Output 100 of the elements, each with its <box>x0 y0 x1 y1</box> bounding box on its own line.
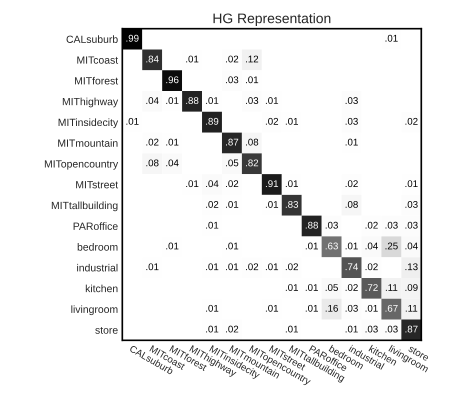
data-label: .01 <box>126 118 139 125</box>
data-label: .11 <box>386 284 398 291</box>
data-label: .63 <box>326 242 338 250</box>
data-label: .96 <box>166 76 178 84</box>
data-label: .03 <box>246 97 258 104</box>
data-label: .02 <box>146 138 158 146</box>
y-tick-label: MITforest <box>75 76 118 85</box>
data-label: .02 <box>246 263 258 270</box>
y-tick-label: MITmountain <box>58 139 118 147</box>
data-label: .09 <box>405 284 418 291</box>
data-label: .01 <box>186 56 198 62</box>
data-label: .03 <box>326 222 338 229</box>
data-label: .01 <box>206 263 218 270</box>
data-label: .72 <box>366 284 378 291</box>
data-label: .01 <box>286 118 298 125</box>
data-label: .01 <box>266 201 278 208</box>
data-label: .01 <box>146 263 158 270</box>
data-label: .74 <box>346 263 358 270</box>
data-label: .01 <box>346 138 358 146</box>
data-label: .01 <box>346 326 358 333</box>
data-label: .11 <box>406 304 418 312</box>
data-label: .01 <box>166 242 178 250</box>
data-label: .01 <box>286 180 298 188</box>
data-label: .04 <box>206 180 218 188</box>
data-label: .02 <box>366 263 378 270</box>
data-label: .99 <box>126 34 139 42</box>
data-label: .01 <box>286 326 298 333</box>
data-label: .88 <box>186 97 198 104</box>
data-label: .01 <box>286 284 298 291</box>
data-label: .84 <box>146 56 159 62</box>
data-label: .01 <box>405 180 418 188</box>
data-label: .01 <box>226 263 238 270</box>
data-label: .04 <box>146 97 159 104</box>
data-label: .03 <box>346 304 358 312</box>
y-tick-label: PARoffice <box>74 222 118 230</box>
data-label: .03 <box>386 326 398 333</box>
data-label: .88 <box>306 222 318 229</box>
data-label: .02 <box>266 118 278 125</box>
data-label: .08 <box>346 201 358 208</box>
data-label: .02 <box>226 326 238 333</box>
data-label: .16 <box>326 304 338 312</box>
data-label: .02 <box>226 56 238 62</box>
data-label: .01 <box>246 76 258 84</box>
y-tick-label: MITcoast <box>77 56 118 64</box>
data-label: .04 <box>366 242 378 250</box>
data-label: .01 <box>206 222 218 229</box>
data-label: .03 <box>346 118 358 125</box>
data-label: .01 <box>206 326 218 333</box>
data-label: .82 <box>246 159 258 166</box>
data-label: .89 <box>206 118 218 125</box>
data-label: .03 <box>405 201 418 208</box>
y-tick-label: MIThighway <box>62 98 118 108</box>
y-tick-label: MITstreet <box>76 181 118 188</box>
data-label: .02 <box>346 180 358 188</box>
chart-title: HG Representation <box>214 13 330 26</box>
data-label: .02 <box>366 222 378 229</box>
data-label: .02 <box>405 118 418 125</box>
data-label: .01 <box>366 304 378 312</box>
y-tick-label: MITopencountry <box>44 160 118 170</box>
data-label: .03 <box>386 222 398 229</box>
data-label: .01 <box>206 97 218 104</box>
data-label: .01 <box>266 304 278 312</box>
y-tick-label: MITtallbuilding <box>52 202 118 212</box>
data-label: .02 <box>226 180 238 188</box>
data-label: .01 <box>306 284 318 291</box>
data-label: .01 <box>206 304 218 312</box>
y-tick-label: store <box>95 326 118 334</box>
y-tick-label: CALsuburb <box>66 35 118 43</box>
data-label: .83 <box>286 201 298 208</box>
data-label: .01 <box>266 97 278 104</box>
data-label: .01 <box>166 97 178 104</box>
data-label: .67 <box>386 304 398 312</box>
data-label: .01 <box>386 34 398 42</box>
y-tick-label: kitchen <box>86 284 118 292</box>
data-label: .02 <box>346 284 358 291</box>
data-label: .01 <box>306 304 318 312</box>
data-label: .13 <box>405 263 418 270</box>
data-label: .03 <box>346 97 358 104</box>
data-label: .08 <box>146 159 159 166</box>
data-label: .04 <box>166 159 179 166</box>
data-label: .01 <box>166 138 178 146</box>
data-label: .01 <box>306 242 318 250</box>
data-label: .05 <box>226 159 238 166</box>
y-tick-label: livingroom <box>71 305 118 316</box>
data-label: .02 <box>206 201 218 208</box>
data-label: .04 <box>405 242 418 250</box>
data-label: .01 <box>226 242 238 250</box>
data-label: .01 <box>266 263 278 270</box>
data-label: .01 <box>186 180 198 188</box>
y-tick-label: industrial <box>77 264 118 272</box>
data-label: .02 <box>286 263 298 270</box>
data-label: .03 <box>366 326 378 333</box>
data-label: .03 <box>226 76 238 84</box>
data-label: .12 <box>246 56 258 62</box>
y-tick-label: bedroom <box>78 243 118 251</box>
data-label: .87 <box>226 138 238 146</box>
data-label: .01 <box>346 242 358 250</box>
data-label: .91 <box>266 180 278 188</box>
data-label: .03 <box>405 222 418 229</box>
data-label: .01 <box>226 201 238 208</box>
